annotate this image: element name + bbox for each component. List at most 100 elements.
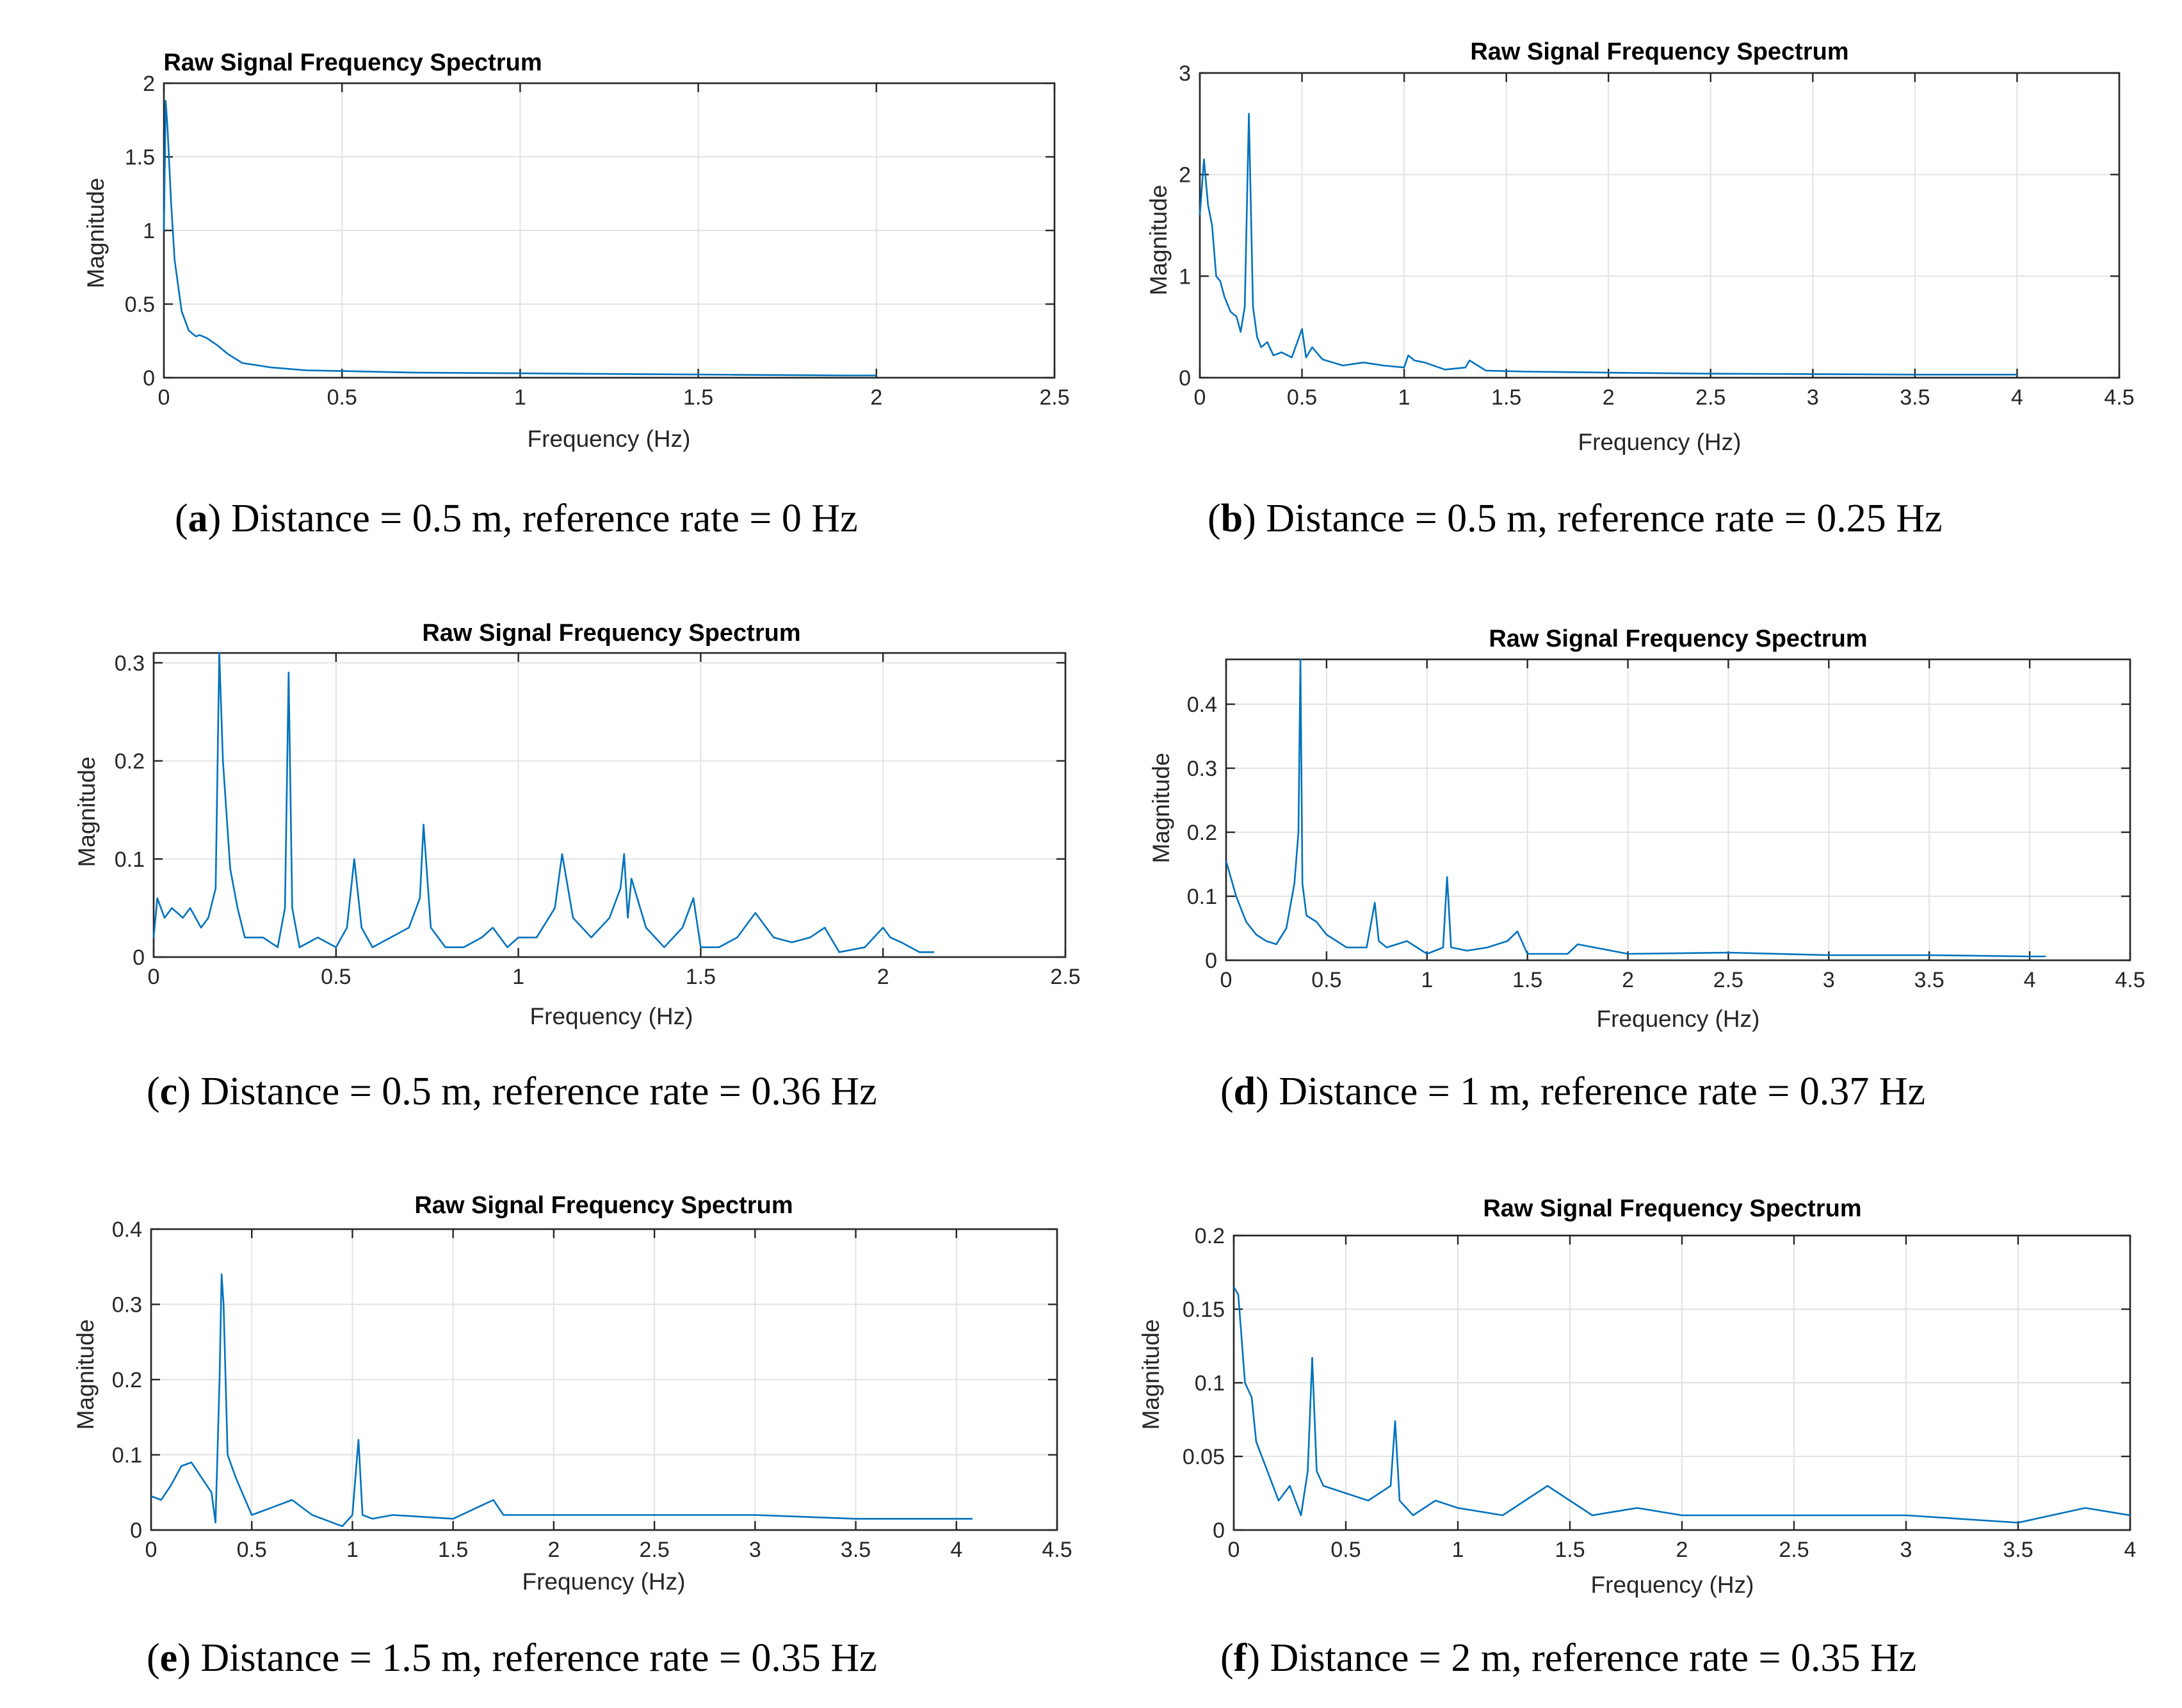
y-tick-label-f: 0.15 [1183, 1298, 1225, 1322]
x-tick-label-f: 1 [1452, 1538, 1464, 1562]
plot-area-d: 0 0.5 1 1.5 2 2.5 3 3.5 4 4.5 0 0.1 0.2 0.3 0.4 [1187, 658, 2146, 992]
y-tick-label-f: 0 [1213, 1519, 1225, 1543]
x-axis-label-d: Frequency (Hz) [1597, 1006, 1760, 1032]
x-axis-label-e: Frequency (Hz) [522, 1568, 686, 1595]
y-axis-label-f: Magnitude [1138, 1319, 1164, 1430]
panel-b: Raw Signal Frequency Spectrum Magnitude … [1145, 38, 2135, 540]
y-tick-label-b: 3 [1179, 61, 1191, 86]
y-axis-label-e: Magnitude [72, 1319, 99, 1430]
plot-frame-f [1232, 1234, 2131, 1531]
y-tick-label-e: 0.1 [112, 1444, 142, 1468]
caption-d: (d) Distance = 1 m, reference rate = 0.3… [1220, 1070, 1925, 1113]
x-tick-label-a: 1 [514, 385, 526, 410]
x-tick-label-e: 0 [145, 1538, 158, 1562]
x-tick-label-b: 4.5 [2104, 385, 2134, 410]
x-tick-label-f: 2 [1676, 1538, 1688, 1562]
y-axis-label-c: Magnitude [74, 757, 100, 867]
caption-text-b: Distance = 0.5 m, reference rate = 0.25 … [1256, 497, 1943, 540]
y-axis-label-a: Magnitude [83, 178, 109, 289]
x-tick-label-c: 2 [877, 965, 889, 989]
plot-background-c [152, 652, 1067, 958]
panel-c: Raw Signal Frequency Spectrum Magnitude … [74, 620, 1081, 1113]
caption-text-e: Distance = 1.5 m, reference rate = 0.35 … [191, 1636, 877, 1680]
y-tick-label-d: 0.3 [1187, 757, 1217, 781]
plot-title-c: Raw Signal Frequency Spectrum [422, 620, 800, 647]
x-tick-label-f: 3 [1900, 1538, 1912, 1562]
x-tick-label-a: 2.5 [1039, 385, 1069, 410]
x-tick-label-f: 4 [2124, 1538, 2137, 1562]
y-tick-label-c: 0 [133, 946, 145, 970]
x-tick-label-f: 0 [1228, 1538, 1240, 1562]
x-tick-label-c: 1 [512, 965, 524, 989]
y-tick-label-d: 0.1 [1187, 885, 1217, 909]
x-tick-label-e: 3.5 [841, 1538, 871, 1562]
y-tick-label-e: 0.2 [112, 1368, 142, 1392]
y-tick-label-d: 0 [1205, 949, 1217, 973]
y-tick-label-f: 0.05 [1183, 1445, 1225, 1469]
x-tick-label-e: 2.5 [639, 1538, 669, 1562]
x-tick-label-c: 0.5 [321, 965, 351, 989]
plot-title-d: Raw Signal Frequency Spectrum [1489, 625, 1867, 652]
x-tick-label-b: 2.5 [1695, 385, 1725, 410]
series-line-f [1232, 1286, 2131, 1524]
plot-area-c: 0 0.5 1 1.5 2 2.5 0 0.1 0.2 0.3 [115, 651, 1081, 989]
y-tick-label-c: 0.3 [115, 651, 145, 675]
x-tick-label-a: 0.5 [327, 385, 357, 410]
x-tick-label-d: 0 [1220, 968, 1232, 992]
plot-title-e: Raw Signal Frequency Spectrum [414, 1192, 793, 1219]
y-tick-label-c: 0.2 [115, 750, 145, 774]
x-tick-label-e: 4 [950, 1538, 962, 1562]
panel-e: Raw Signal Frequency Spectrum Magnitude … [72, 1192, 1072, 1680]
x-tick-label-d: 3.5 [1914, 968, 1944, 992]
panel-f: Raw Signal Frequency Spectrum Magnitude … [1138, 1195, 2136, 1680]
x-tick-label-a: 2 [870, 385, 882, 410]
x-tick-label-b: 1.5 [1491, 385, 1521, 410]
series-line-b [1199, 113, 2017, 376]
caption-text-f: Distance = 2 m, reference rate = 0.35 Hz [1260, 1636, 1916, 1680]
caption-f: (f) Distance = 2 m, reference rate = 0.3… [1220, 1636, 1916, 1680]
series-line-e [150, 1273, 973, 1527]
x-tick-label-f: 0.5 [1330, 1538, 1361, 1562]
plot-frame-b [1199, 72, 2121, 379]
series-line-a [163, 100, 877, 376]
x-tick-label-e: 0.5 [237, 1538, 267, 1562]
y-axis-label-d: Magnitude [1148, 753, 1174, 864]
caption-letter-a: a [188, 497, 208, 540]
caption-b: (b) Distance = 0.5 m, reference rate = 0… [1208, 497, 1943, 540]
x-axis-label-f: Frequency (Hz) [1591, 1572, 1754, 1598]
caption-letter-c: c [160, 1070, 178, 1113]
x-tick-label-d: 4 [2024, 968, 2036, 992]
y-tick-label-e: 0.4 [112, 1218, 142, 1242]
x-tick-label-e: 2 [547, 1538, 560, 1562]
y-tick-label-f: 0.1 [1195, 1371, 1225, 1396]
caption-c: (c) Distance = 0.5 m, reference rate = 0… [147, 1070, 877, 1113]
plot-background-b [1199, 72, 2121, 379]
x-tick-label-b: 2 [1603, 385, 1615, 410]
plot-frame-d [1225, 658, 2131, 962]
plot-frame-c [152, 652, 1067, 958]
plot-title-f: Raw Signal Frequency Spectrum [1483, 1195, 1861, 1222]
panel-a: Raw Signal Frequency Spectrum Magnitude … [83, 49, 1070, 540]
x-tick-label-b: 0.5 [1287, 385, 1317, 410]
x-tick-label-d: 1.5 [1512, 968, 1542, 992]
plot-area-f: 0 0.5 1 1.5 2 2.5 3 3.5 4 0 0.05 0.1 0.15 0.2 [1183, 1224, 2137, 1562]
y-tick-label-e: 0 [130, 1519, 142, 1543]
x-tick-label-b: 1 [1398, 385, 1410, 410]
plot-title-a: Raw Signal Frequency Spectrum [163, 49, 542, 76]
y-tick-label-b: 2 [1179, 163, 1191, 188]
caption-text-d: Distance = 1 m, reference rate = 0.37 Hz [1269, 1070, 1925, 1113]
plot-area-e: 0 0.5 1 1.5 2 2.5 3 3.5 4 4.5 0 0.1 0.2 0.3 0.4 [112, 1218, 1072, 1562]
y-tick-label-a: 1 [143, 219, 155, 243]
x-tick-label-d: 2 [1622, 968, 1634, 992]
x-tick-label-e: 4.5 [1042, 1538, 1072, 1562]
caption-letter-f: f [1234, 1636, 1248, 1680]
x-tick-label-e: 1 [346, 1538, 359, 1562]
y-tick-label-d: 0.4 [1187, 693, 1217, 717]
panel-d: Raw Signal Frequency Spectrum Magnitude … [1148, 625, 2146, 1113]
x-tick-label-a: 1.5 [683, 385, 713, 410]
y-axis-label-b: Magnitude [1145, 185, 1172, 296]
series-line-c [152, 652, 934, 953]
plot-title-b: Raw Signal Frequency Spectrum [1470, 38, 1848, 65]
x-axis-label-a: Frequency (Hz) [528, 426, 691, 452]
x-tick-label-d: 4.5 [2115, 968, 2145, 992]
